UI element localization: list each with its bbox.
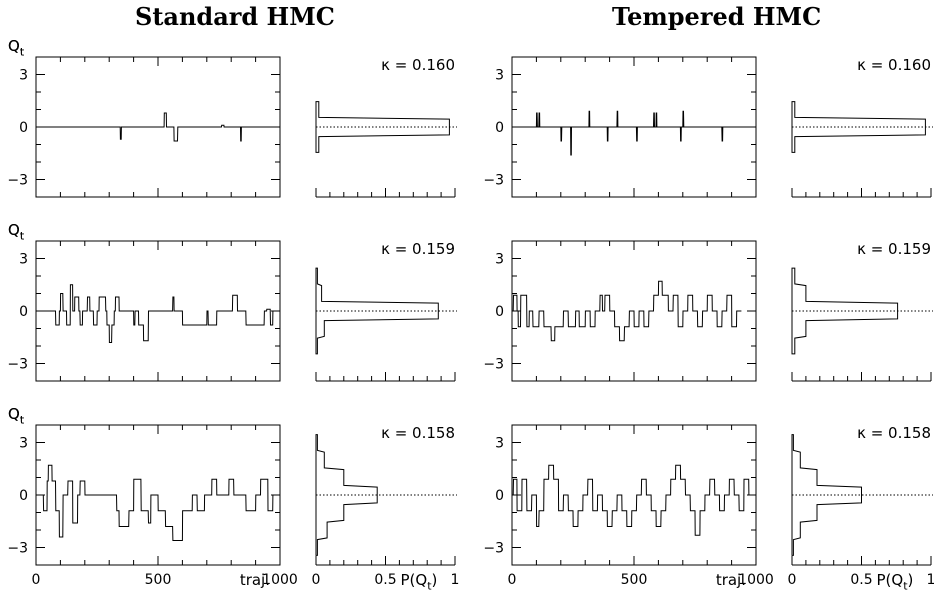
y-tick-label: 0 — [495, 488, 504, 504]
y-tick-label: 0 — [495, 120, 504, 136]
histogram-outline — [315, 101, 450, 153]
y-axis-label: Qt — [8, 405, 25, 427]
x-tick-label: 0 — [32, 572, 41, 588]
x-tick-label: 1000 — [738, 572, 774, 588]
kappa-annotation: κ = 0.159 — [857, 240, 931, 258]
x-axis-label: traj. — [240, 571, 270, 589]
title-tempered-hmc: Tempered HMC — [612, 2, 822, 31]
y-tick-label: −3 — [7, 173, 28, 189]
kappa-annotation: κ = 0.160 — [857, 56, 931, 74]
x-tick-label: 1000 — [262, 572, 298, 588]
hist-x-tick-label: 1 — [927, 572, 934, 588]
y-axis-label: Qt — [8, 37, 25, 59]
y-tick-label: 3 — [19, 68, 28, 84]
histogram-outline — [791, 267, 899, 355]
y-tick-label: 0 — [19, 304, 28, 320]
hist-x-tick-label: 0 — [312, 572, 321, 588]
y-axis-label: Qt — [8, 37, 25, 59]
y-tick-label: 3 — [19, 252, 28, 268]
y-tick-label: 3 — [19, 436, 28, 452]
kappa-annotation: κ = 0.158 — [857, 424, 931, 442]
series-line — [512, 280, 742, 342]
histogram-outline — [791, 434, 862, 556]
histogram-outline — [315, 434, 378, 556]
x-tick-label: 0 — [508, 572, 517, 588]
y-axis-label: Qt — [8, 221, 25, 243]
y-tick-label: 3 — [495, 436, 504, 452]
title-standard-hmc: Standard HMC — [135, 2, 335, 31]
y-tick-label: 0 — [495, 304, 504, 320]
y-tick-label: −3 — [7, 541, 28, 557]
panel-2: 3 0 −3 κ = 0.159 — [7, 240, 457, 382]
series-line — [36, 464, 280, 541]
x-tick-label: 500 — [621, 572, 648, 588]
hist-x-tick-label: 0.5 — [850, 572, 872, 588]
histogram-outline — [315, 267, 439, 355]
y-axis-label: Qt — [8, 405, 25, 427]
hist-x-axis-label: P(Qt) — [401, 571, 438, 593]
y-axis-label: Qt — [8, 221, 25, 243]
x-axis-label: traj. — [716, 571, 746, 589]
kappa-annotation: κ = 0.160 — [381, 56, 455, 74]
y-tick-label: 3 — [495, 252, 504, 268]
series-line — [36, 284, 280, 343]
panel-1: 3 0 −3 κ = 0.160 — [7, 56, 457, 198]
histogram-outline — [791, 101, 926, 153]
hist-x-tick-label: 0 — [788, 572, 797, 588]
y-tick-label: −3 — [7, 357, 28, 373]
y-tick-label: −3 — [483, 357, 504, 373]
series-line — [36, 112, 280, 142]
y-tick-label: −3 — [483, 173, 504, 189]
y-tick-label: 3 — [495, 68, 504, 84]
kappa-annotation: κ = 0.158 — [381, 424, 455, 442]
hist-x-tick-label: 1 — [451, 572, 460, 588]
hist-x-axis-label: P(Qt) — [877, 571, 914, 593]
panel-4: 3 0 −3 κ = 0.160 — [483, 56, 933, 198]
y-tick-label: 0 — [19, 488, 28, 504]
x-tick-label: 500 — [145, 572, 172, 588]
y-tick-label: 0 — [19, 120, 28, 136]
y-tick-label: −3 — [483, 541, 504, 557]
kappa-annotation: κ = 0.159 — [381, 240, 455, 258]
hist-x-tick-label: 0.5 — [374, 572, 396, 588]
series-line — [512, 464, 756, 536]
panel-5: 3 0 −3 κ = 0.159 — [483, 240, 933, 382]
series-line — [512, 110, 756, 156]
